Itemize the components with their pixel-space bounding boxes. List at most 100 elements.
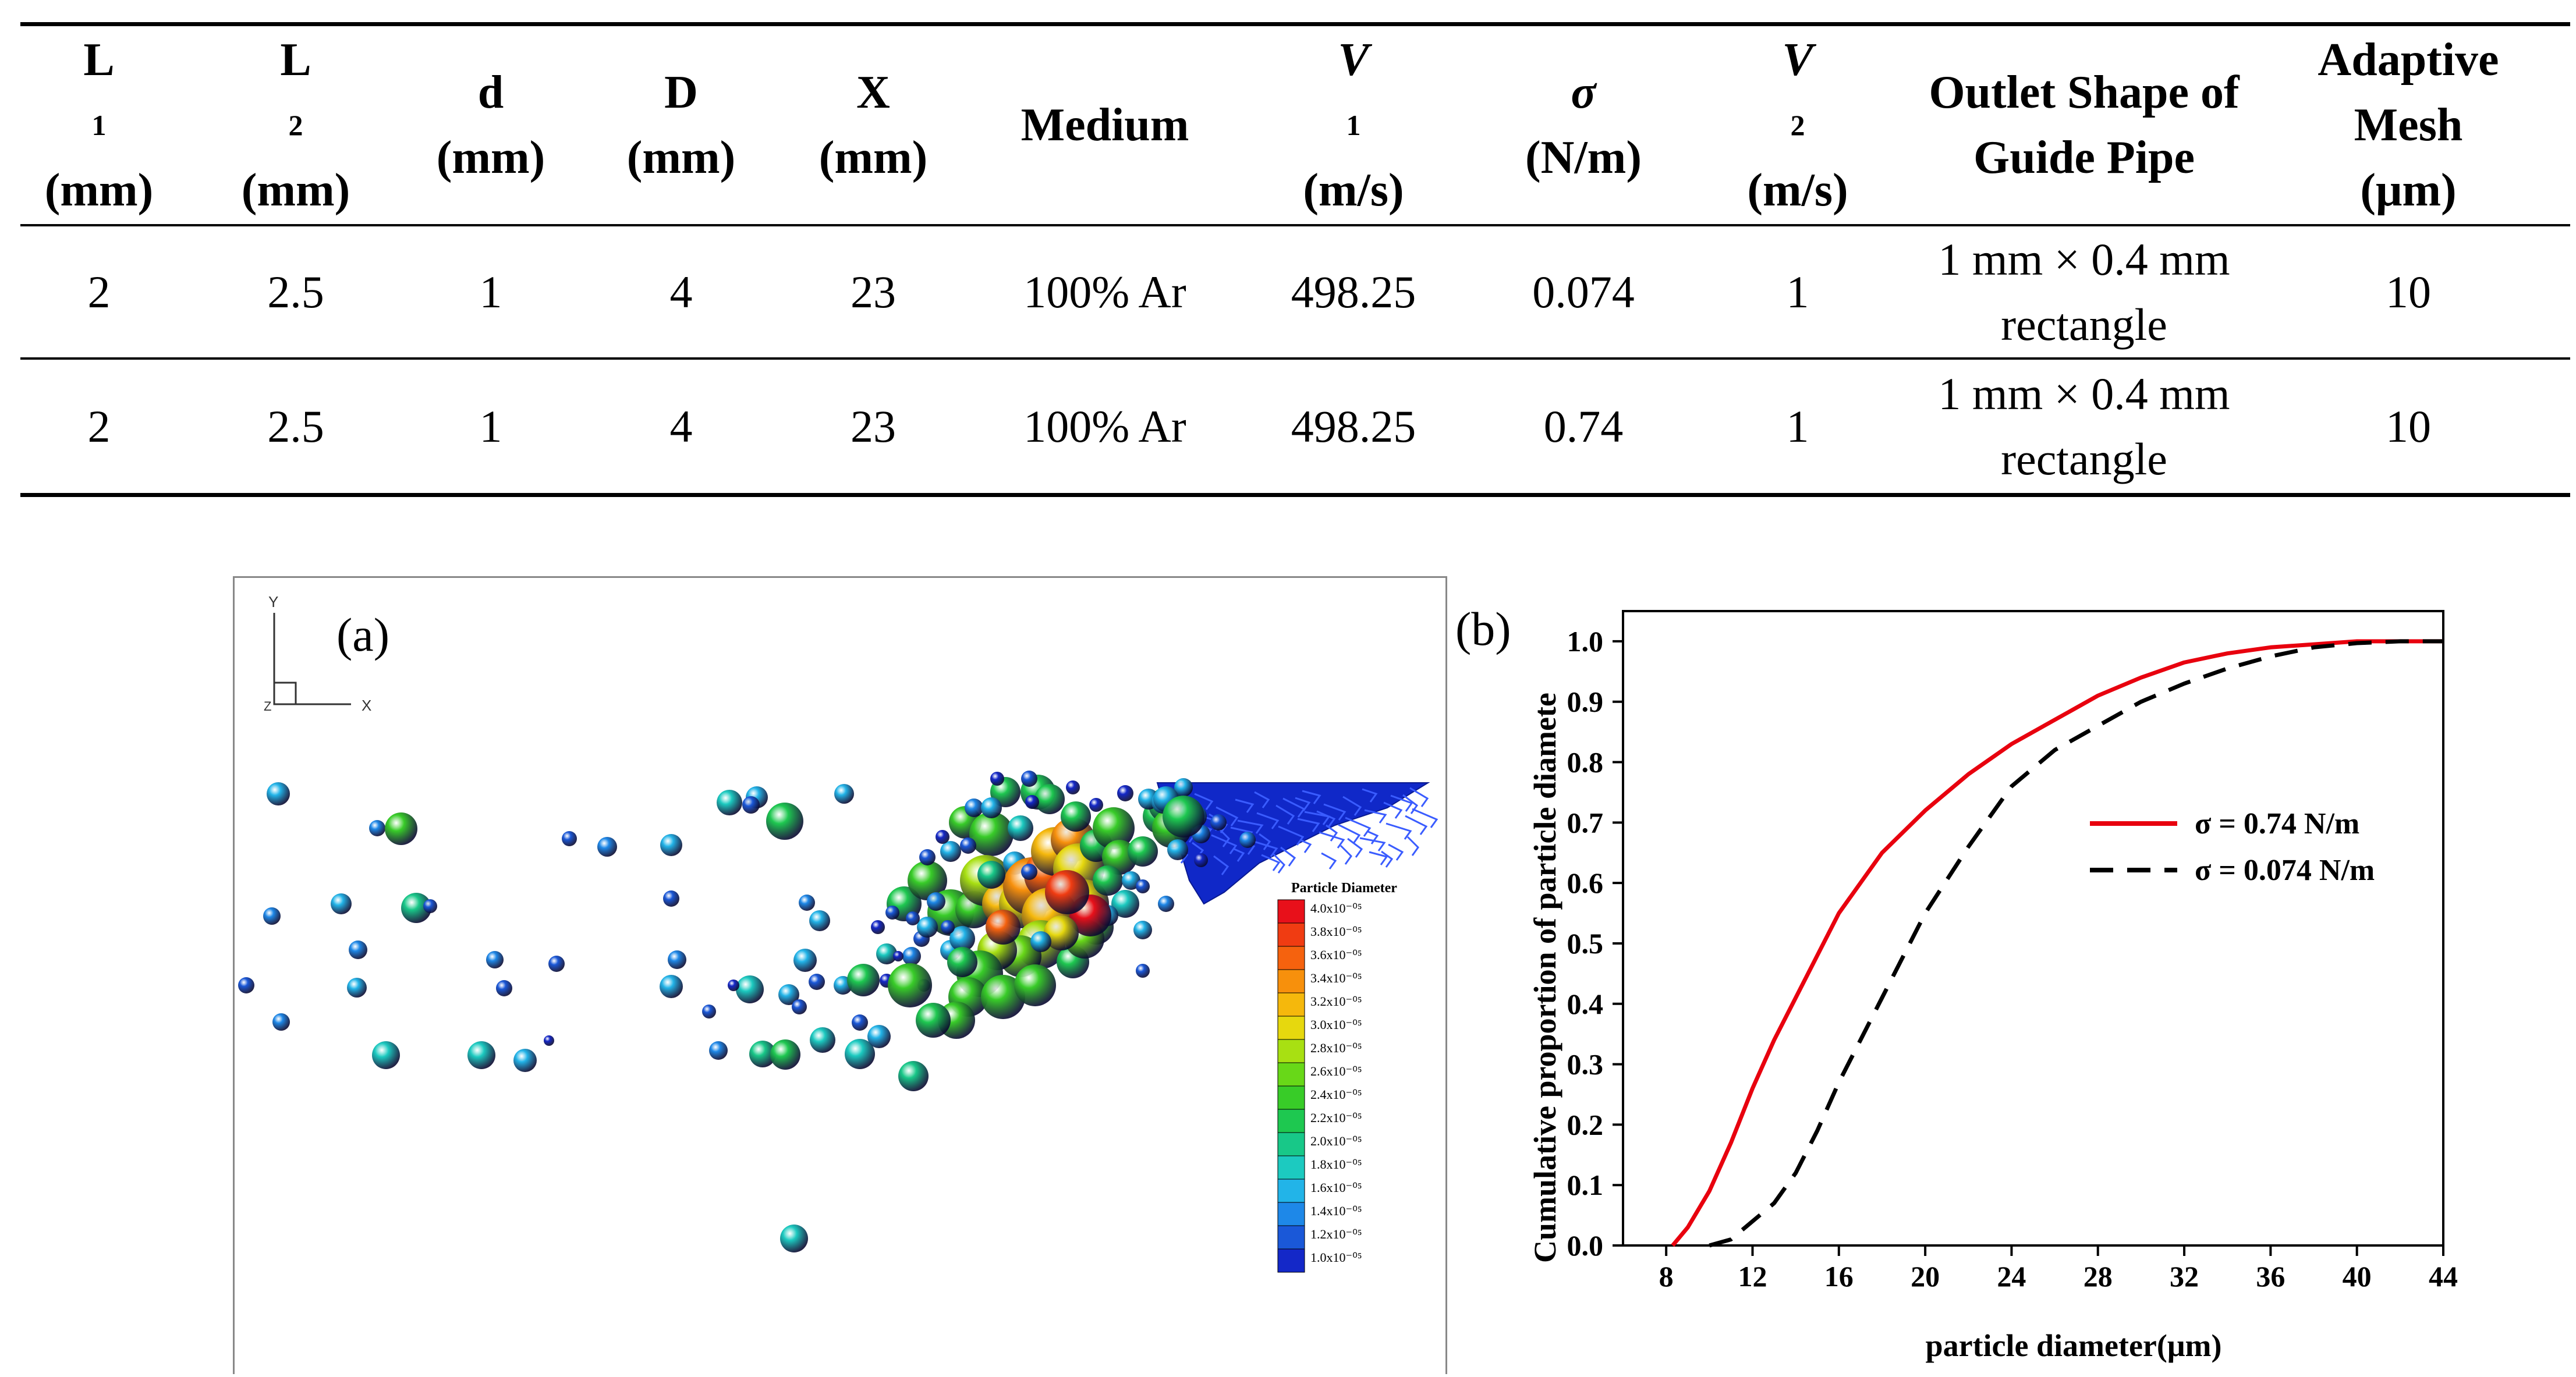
mesh-line	[1232, 847, 1245, 862]
x-tick-label: 44	[2429, 1260, 2458, 1293]
legend-swatch	[1277, 1202, 1305, 1226]
particle	[960, 837, 976, 854]
particle	[793, 949, 817, 972]
particle	[1045, 870, 1089, 914]
x-tick-label: 28	[2084, 1260, 2113, 1293]
particle-simulation-panel: Y X Z (a) Particle Diameter 4.0x10⁻⁰⁵ 3.8…	[233, 576, 1447, 1374]
table-cell: 2.5	[267, 400, 324, 452]
particle	[898, 1061, 929, 1091]
y-tick-label: 0.1	[1567, 1169, 1604, 1201]
mesh-line	[1235, 798, 1255, 813]
y-tick-label: 0.6	[1567, 867, 1604, 899]
particle	[927, 892, 945, 911]
table-cell: 1	[1786, 400, 1809, 452]
table-cell: 4	[669, 400, 693, 452]
mesh-line	[1256, 812, 1280, 829]
mesh-line	[1369, 851, 1388, 865]
legend-swatch	[1277, 1062, 1305, 1087]
axis-x-label: X	[362, 697, 371, 714]
mesh-line	[1321, 852, 1337, 870]
table-cell: 1	[1786, 266, 1809, 317]
mesh-line	[1406, 836, 1419, 856]
mesh-line	[1347, 837, 1363, 858]
y-tick-label: 0.7	[1567, 806, 1604, 839]
table-cell: 10	[2386, 266, 2431, 317]
particle	[1163, 796, 1204, 837]
particle	[486, 951, 504, 968]
legend-swatch	[1277, 1179, 1305, 1203]
table-cell: 1 mm × 0.4 mm rectangle	[1938, 368, 2230, 484]
particle	[369, 820, 385, 836]
table-cell: 498.25	[1291, 266, 1416, 317]
legend-label: 2.6x10⁻⁰⁵	[1310, 1064, 1362, 1078]
mesh-line	[1217, 827, 1230, 847]
table-cell: 1 mm × 0.4 mm rectangle	[1938, 233, 2230, 350]
legend-label: 3.8x10⁻⁰⁵	[1310, 924, 1362, 939]
particle	[1089, 798, 1103, 812]
mesh-line	[1326, 824, 1338, 842]
particle	[1239, 832, 1256, 848]
mesh-line	[1386, 822, 1412, 840]
mesh-line	[1340, 844, 1352, 865]
legend-label: 3.0x10⁻⁰⁵	[1310, 1017, 1362, 1032]
particle	[916, 1003, 951, 1038]
particle	[940, 841, 961, 862]
particle	[1117, 785, 1133, 801]
particle	[1093, 807, 1135, 849]
legend-label: 2.2x10⁻⁰⁵	[1310, 1110, 1362, 1125]
legend-label: 1.6x10⁻⁰⁵	[1310, 1180, 1362, 1195]
header-l1: L 1 (mm)	[44, 34, 154, 216]
particle	[847, 964, 880, 996]
particle	[1093, 865, 1123, 896]
particle	[1061, 801, 1091, 832]
particle	[544, 1035, 554, 1046]
table-cell: 10	[2386, 400, 2431, 452]
legend-swatch	[1277, 922, 1305, 947]
mesh-line	[1405, 815, 1428, 835]
mesh-line	[1273, 853, 1285, 874]
particle	[1136, 964, 1150, 978]
table-cell: 1	[479, 400, 502, 452]
mesh-line	[1275, 804, 1295, 825]
legend-swatch	[1277, 1039, 1305, 1063]
particle	[272, 1013, 290, 1031]
axis-triad	[273, 613, 351, 705]
legend-swatch	[1277, 1132, 1305, 1156]
particle	[770, 1039, 800, 1070]
table-cell: 23	[851, 266, 896, 317]
mesh-line	[1299, 839, 1312, 853]
particle	[885, 906, 899, 920]
header-v1: V 1 (m/s)	[1303, 34, 1404, 216]
chart-svg: (b) Cumulative proportion of particle di…	[1455, 602, 2458, 1363]
y-axis-label: Cumulative proportion of particle diamet…	[1528, 693, 1562, 1263]
mesh-line	[1359, 837, 1386, 851]
table-cell: 1	[479, 266, 502, 317]
mesh-line	[1342, 796, 1362, 816]
particle	[766, 803, 803, 840]
legend-swatch	[1277, 969, 1305, 993]
y-tick-label: 0.3	[1567, 1048, 1604, 1081]
mesh-line	[1278, 825, 1305, 846]
particle	[1133, 921, 1152, 939]
particle	[965, 798, 983, 817]
y-tick-label: 0.2	[1567, 1108, 1604, 1141]
mesh-line	[1254, 791, 1270, 808]
y-tick-label: 0.5	[1567, 927, 1604, 960]
particle	[893, 951, 903, 961]
mesh-line	[1302, 790, 1321, 804]
particle	[810, 1027, 835, 1053]
mesh-line	[1390, 794, 1413, 812]
table-cell: 4	[669, 266, 693, 317]
table-top-rule	[20, 22, 2570, 26]
particle	[917, 917, 938, 938]
particle	[709, 1041, 728, 1060]
header-adaptive-mesh: Adaptive Mesh (μm)	[2318, 34, 2499, 216]
legend-label-0: σ = 0.74 N/m	[2195, 807, 2359, 840]
y-tick-label: 0.8	[1567, 746, 1604, 779]
cumulative-distribution-chart: (b) Cumulative proportion of particle di…	[1455, 576, 2576, 1374]
legend-label: 1.8x10⁻⁰⁵	[1310, 1157, 1362, 1172]
table-cell: 2.5	[267, 266, 324, 317]
particle	[267, 782, 290, 805]
particle	[467, 1041, 495, 1069]
particle	[1174, 778, 1193, 797]
